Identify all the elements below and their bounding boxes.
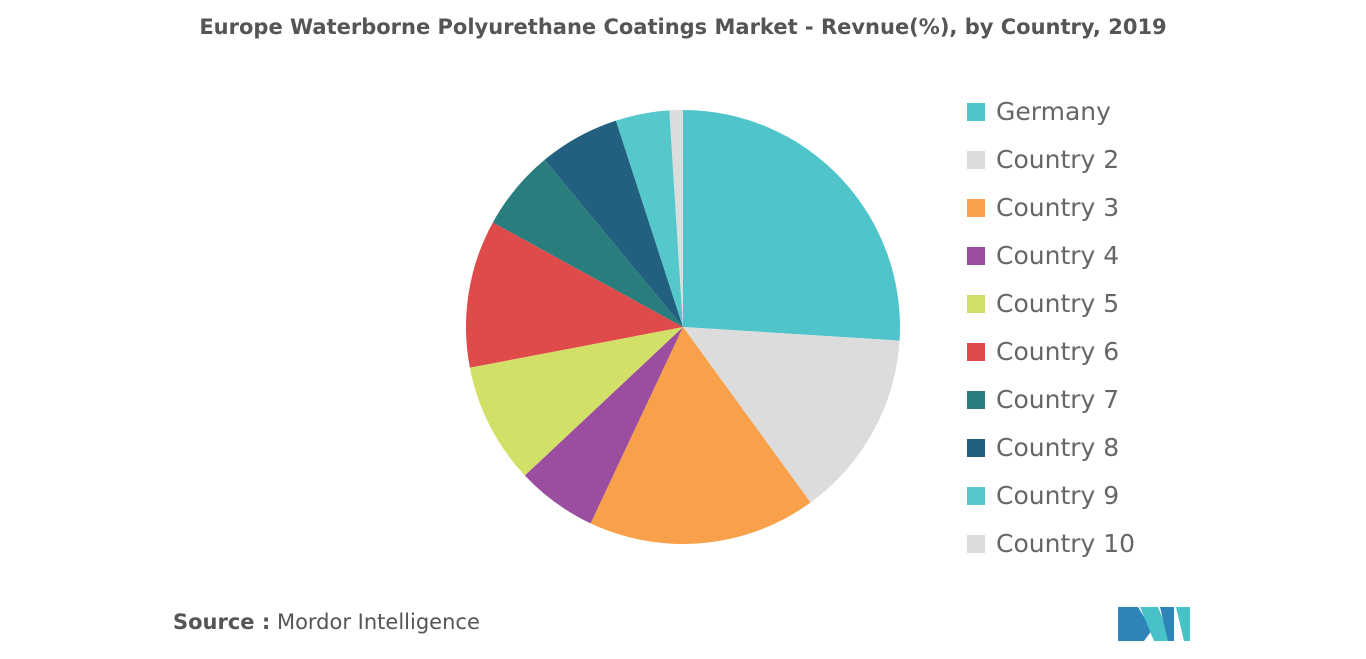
pie-slice <box>544 120 683 328</box>
legend-swatch <box>967 151 985 169</box>
legend-swatch <box>967 535 985 553</box>
legend-label: Country 10 <box>996 529 1135 558</box>
pie-slice <box>615 110 683 328</box>
pie-slice <box>524 327 683 524</box>
legend-label: Country 6 <box>996 337 1119 366</box>
source: Source : Mordor Intelligence <box>173 610 480 634</box>
legend-swatch <box>967 295 985 313</box>
legend-swatch <box>967 103 985 121</box>
pie-slice <box>683 110 900 341</box>
legend-label: Country 8 <box>996 433 1119 462</box>
legend-swatch <box>967 343 985 361</box>
legend-swatch <box>967 439 985 457</box>
source-label: Source : <box>173 610 270 634</box>
legend-label: Country 5 <box>996 289 1119 318</box>
pie-slice <box>465 222 683 368</box>
legend-label: Germany <box>996 97 1111 126</box>
legend-swatch <box>967 199 985 217</box>
legend-swatch <box>967 391 985 409</box>
legend-label: Country 7 <box>996 385 1119 414</box>
pie-slice <box>469 327 683 476</box>
legend-label: Country 4 <box>996 241 1119 270</box>
pie-slice <box>669 110 683 327</box>
legend-label: Country 3 <box>996 193 1119 222</box>
legend-label: Country 9 <box>996 481 1119 510</box>
source-text: Mordor Intelligence <box>277 610 480 634</box>
pie-slice <box>492 159 683 327</box>
legend-swatch <box>967 487 985 505</box>
legend-label: Country 2 <box>996 145 1119 174</box>
pie-slice <box>590 327 811 544</box>
chart-title: Europe Waterborne Polyurethane Coatings … <box>199 15 1166 39</box>
logo <box>1118 607 1190 641</box>
legend-swatch <box>967 247 985 265</box>
pie-slice <box>683 327 900 503</box>
